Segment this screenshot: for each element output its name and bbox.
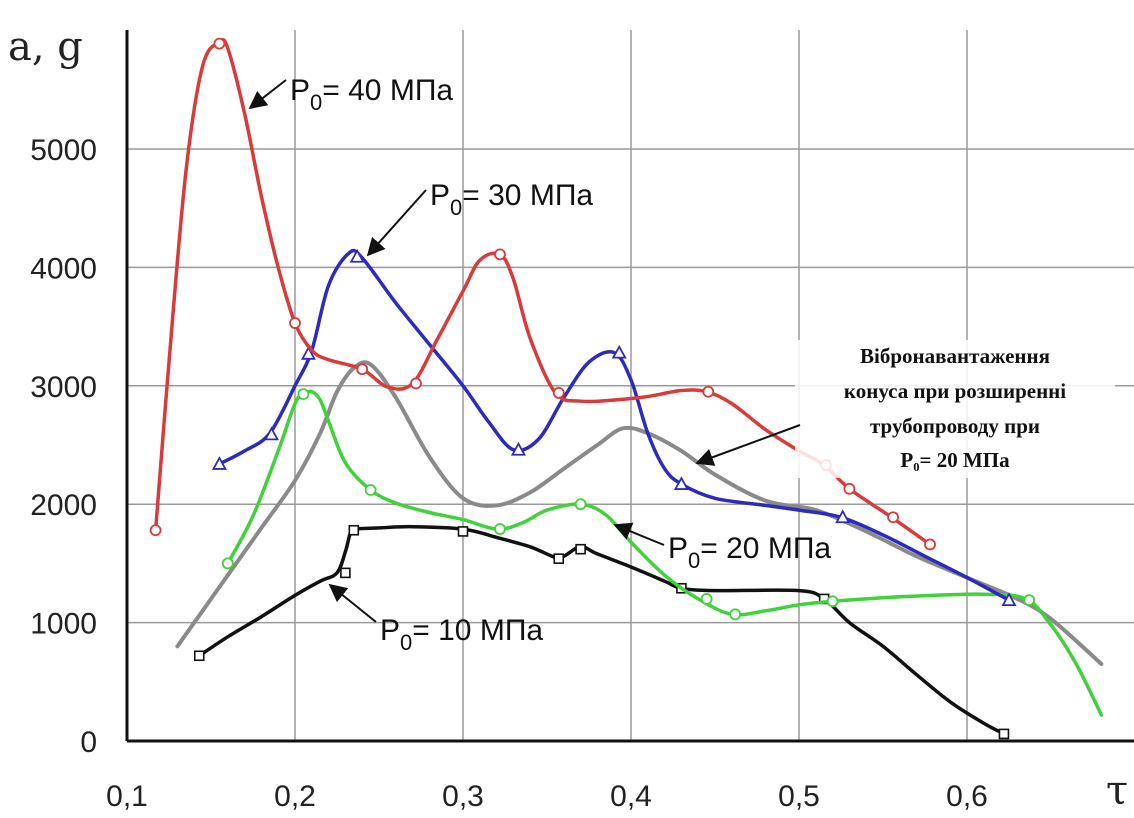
series-line-blue: [217, 248, 1011, 602]
data-point: [494, 248, 506, 261]
data-point: [149, 524, 162, 537]
x-tick-label: 0,5: [778, 780, 820, 813]
data-point: [924, 538, 936, 551]
data-point: [289, 317, 301, 329]
data-point: [297, 388, 310, 400]
data-point: [510, 441, 526, 456]
data-point: [340, 567, 351, 579]
x-tick-label: 0,2: [274, 780, 316, 813]
series-gray: [175, 360, 1104, 666]
data-point: [263, 426, 279, 441]
annotation-gray-bg: [795, 340, 1115, 478]
data-point: [494, 523, 506, 535]
annotation-label: P0= 20 МПа: [668, 532, 831, 573]
y-tick-label: 0: [80, 726, 97, 759]
series-blue: [211, 248, 1017, 607]
annotation-black: P0= 10 МПа: [328, 583, 543, 655]
annotation-arrow: [248, 79, 287, 110]
annotation-label: P0= 10 МПа: [380, 614, 543, 655]
series-line-black: [197, 524, 1006, 736]
annotation-gray: Вібронавантаження конуса при розширенні тр…: [695, 340, 1115, 478]
data-point: [410, 377, 422, 390]
data-point: [364, 484, 377, 496]
annotation-blue: P0= 30 МПа: [366, 179, 593, 257]
y-tick-label: 4000: [30, 252, 97, 285]
data-point: [221, 557, 234, 570]
data-point: [300, 345, 316, 360]
data-point: [457, 526, 469, 537]
data-point: [611, 344, 627, 359]
data-point: [702, 385, 715, 398]
data-point: [574, 498, 587, 511]
x-tick-label: 0,3: [442, 780, 484, 813]
annotation-arrow: [613, 522, 665, 546]
x-tick-label: 0,1: [106, 780, 148, 813]
data-point: [729, 608, 742, 621]
y-axis-title: a, g: [8, 24, 83, 70]
x-tick-label: 0,6: [946, 780, 988, 813]
data-point: [552, 387, 565, 399]
annotations: P0= 40 МПа P0= 30 МПа P0= 20 МПа P0= 10 МПа…: [248, 74, 1115, 655]
series-green: [221, 388, 1104, 717]
data-point: [835, 509, 851, 524]
annotation-arrow: [366, 189, 427, 257]
data-point: [843, 482, 856, 495]
y-tick-label: 1000: [30, 608, 97, 641]
data-point: [349, 248, 365, 263]
annotation-label: P0= 30 МПа: [430, 179, 593, 220]
data-point: [673, 476, 689, 490]
data-point: [211, 456, 227, 470]
series-line-green: [226, 389, 1104, 717]
data-point: [553, 553, 565, 564]
y-tick-label: 2000: [30, 489, 97, 522]
series-line-gray: [175, 360, 1104, 666]
y-tick-label: 5000: [30, 134, 97, 167]
annotation-gray-line: P₀= 20 МПа: [900, 448, 1010, 472]
data-point: [356, 363, 369, 376]
x-tick-label: 0,4: [610, 780, 652, 813]
annotation-arrow: [328, 583, 377, 623]
annotation-gray-line: Вібронавантаження: [860, 344, 1050, 368]
annotation-green: P0= 20 МПа: [613, 522, 831, 573]
data-point: [348, 524, 360, 536]
annotation-label: P0= 40 МПа: [290, 74, 453, 115]
data-point: [1001, 592, 1017, 607]
annotation-gray-line: конуса при розширенні: [844, 379, 1066, 403]
data-point: [193, 650, 205, 662]
annotation-red: P0= 40 МПа: [248, 74, 453, 115]
x-axis-title: τ: [1106, 768, 1128, 814]
y-tick-label: 3000: [30, 371, 97, 404]
annotation-arrow: [695, 424, 801, 466]
data-point: [575, 543, 586, 555]
data-point: [700, 593, 713, 605]
series-black: [193, 524, 1010, 740]
tick-labels: 0,1 0,2 0,3 0,4 0,5 0,6 0 1000 2000 3000 4000 5000: [30, 134, 988, 813]
annotation-gray-line: трубопроводу при: [870, 414, 1040, 438]
data-point: [887, 511, 899, 524]
data-point: [1023, 594, 1036, 607]
data-point: [826, 595, 839, 608]
data-point: [213, 37, 226, 50]
data-point: [998, 728, 1010, 740]
